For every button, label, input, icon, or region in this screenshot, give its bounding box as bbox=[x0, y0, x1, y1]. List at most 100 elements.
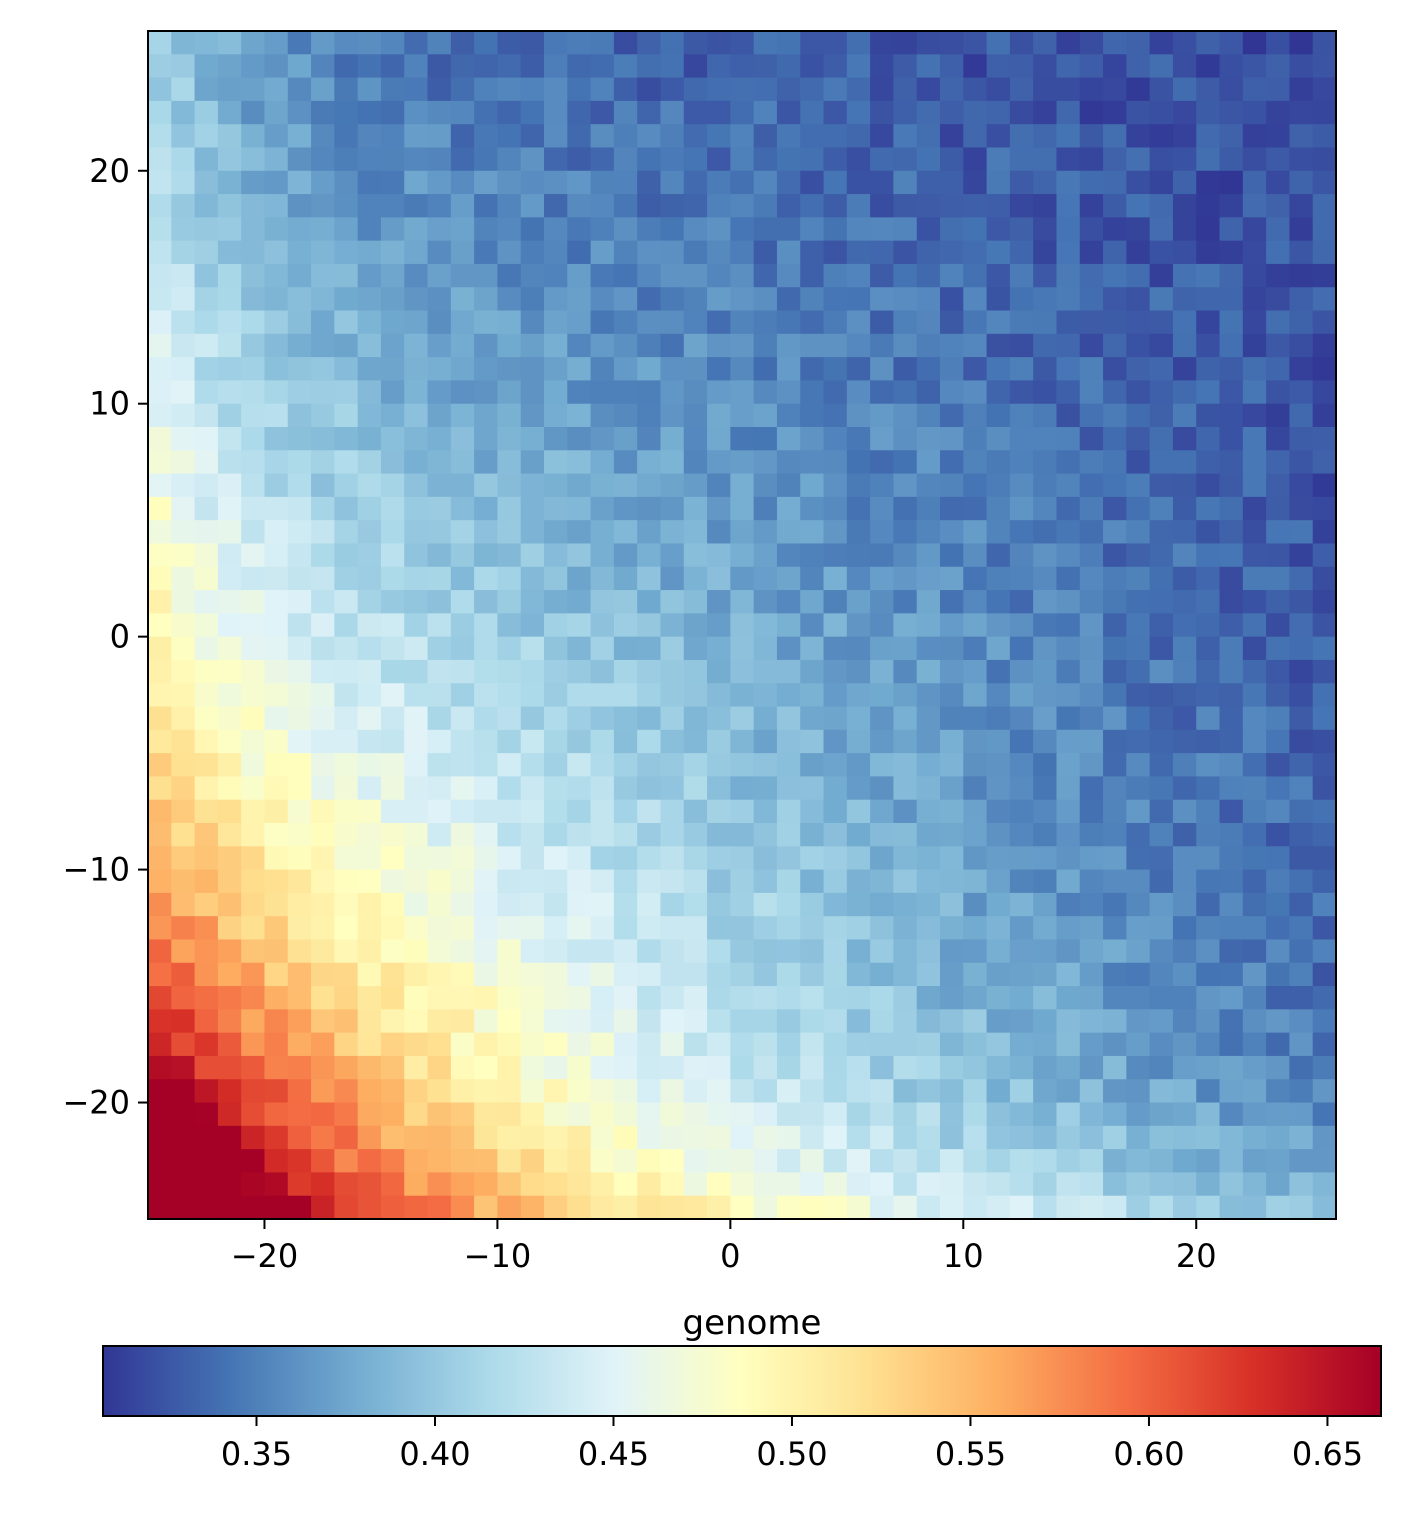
heatmap-cell bbox=[474, 520, 499, 545]
heatmap-cell bbox=[427, 380, 452, 405]
heatmap-cell bbox=[986, 566, 1011, 591]
heatmap-cell bbox=[520, 566, 545, 591]
heatmap-cell bbox=[590, 217, 615, 242]
heatmap-cell bbox=[683, 1009, 708, 1034]
heatmap-cell bbox=[1009, 1009, 1034, 1034]
heatmap-cell bbox=[660, 380, 685, 405]
heatmap-cell bbox=[660, 427, 685, 451]
heatmap-cell bbox=[1266, 1195, 1291, 1220]
heatmap-cell bbox=[357, 427, 382, 451]
heatmap-cell bbox=[264, 333, 289, 358]
heatmap-cell bbox=[334, 962, 359, 987]
heatmap-cell bbox=[1056, 869, 1081, 894]
heatmap-cell bbox=[730, 77, 755, 102]
heatmap-cell bbox=[1033, 776, 1058, 801]
heatmap-cell bbox=[357, 753, 382, 778]
heatmap-cell bbox=[567, 357, 592, 382]
heatmap-cell bbox=[893, 753, 918, 778]
heatmap-cell bbox=[590, 1195, 615, 1220]
heatmap-cell bbox=[171, 799, 196, 824]
heatmap-cell bbox=[217, 240, 242, 265]
heatmap-cell bbox=[217, 986, 242, 1010]
heatmap-cell bbox=[1196, 403, 1221, 428]
heatmap-cell bbox=[148, 520, 172, 545]
heatmap-cell bbox=[1033, 357, 1058, 382]
heatmap-cell bbox=[683, 869, 708, 894]
heatmap-cell bbox=[683, 613, 708, 638]
heatmap-cell bbox=[613, 100, 638, 125]
heatmap-cell bbox=[846, 473, 871, 498]
heatmap-cell bbox=[1312, 263, 1337, 288]
heatmap-cell bbox=[870, 450, 895, 475]
heatmap-cell bbox=[776, 962, 801, 987]
heatmap-cell bbox=[613, 869, 638, 894]
heatmap-cell bbox=[544, 217, 568, 242]
heatmap-cell bbox=[916, 77, 941, 102]
heatmap-cell bbox=[707, 916, 731, 941]
heatmap-cell bbox=[241, 659, 266, 684]
heatmap-cell bbox=[660, 613, 685, 638]
heatmap-cell bbox=[450, 450, 475, 475]
heatmap-cell bbox=[148, 77, 172, 102]
heatmap-cell bbox=[194, 77, 219, 102]
heatmap-cell bbox=[1172, 729, 1197, 754]
heatmap-cell bbox=[590, 77, 615, 102]
heatmap-cell bbox=[450, 1172, 475, 1197]
heatmap-cell bbox=[1033, 986, 1058, 1010]
heatmap-cell bbox=[194, 310, 219, 335]
heatmap-cell bbox=[450, 217, 475, 242]
heatmap-cell bbox=[1009, 170, 1034, 195]
heatmap-cell bbox=[1009, 357, 1034, 382]
heatmap-cell bbox=[916, 263, 941, 288]
heatmap-cell bbox=[427, 496, 452, 521]
heatmap-cell bbox=[963, 986, 988, 1010]
heatmap-cell bbox=[567, 1032, 592, 1057]
heatmap-cell bbox=[590, 240, 615, 265]
heatmap-cell bbox=[683, 939, 708, 964]
heatmap-cell bbox=[241, 1125, 266, 1150]
heatmap-cell bbox=[1126, 263, 1151, 288]
heatmap-cell bbox=[1033, 170, 1058, 195]
x-tick-label: 10 bbox=[943, 1237, 984, 1275]
heatmap-cell bbox=[1103, 263, 1127, 288]
heatmap-cell bbox=[730, 310, 755, 335]
heatmap-cell bbox=[753, 170, 778, 195]
heatmap-cell bbox=[1033, 566, 1058, 591]
heatmap-cell bbox=[334, 170, 359, 195]
heatmap-cell bbox=[450, 683, 475, 708]
heatmap-cell bbox=[1266, 1032, 1291, 1057]
heatmap-cell bbox=[683, 357, 708, 382]
heatmap-cell bbox=[1126, 310, 1151, 335]
heatmap-cell bbox=[776, 776, 801, 801]
heatmap-cell bbox=[1242, 450, 1267, 475]
heatmap-cell bbox=[217, 1172, 242, 1197]
heatmap-cell bbox=[776, 823, 801, 847]
heatmap-cell bbox=[1126, 566, 1151, 591]
heatmap-cell bbox=[287, 753, 312, 778]
heatmap-cell bbox=[707, 613, 731, 638]
heatmap-cell bbox=[846, 1195, 871, 1220]
heatmap-cell bbox=[707, 380, 731, 405]
heatmap-cell bbox=[893, 450, 918, 475]
heatmap-cell bbox=[613, 659, 638, 684]
heatmap-cell bbox=[497, 473, 522, 498]
heatmap-cell bbox=[683, 636, 708, 661]
heatmap-cell bbox=[567, 1125, 592, 1150]
heatmap-cell bbox=[940, 170, 964, 195]
heatmap-cell bbox=[474, 892, 499, 917]
heatmap-cell bbox=[404, 659, 429, 684]
heatmap-cell bbox=[1219, 962, 1244, 987]
heatmap-cell bbox=[334, 403, 359, 428]
heatmap-cell bbox=[497, 170, 522, 195]
heatmap-cell bbox=[171, 636, 196, 661]
heatmap-cell bbox=[730, 403, 755, 428]
heatmap-cell bbox=[357, 892, 382, 917]
heatmap-cell bbox=[1009, 217, 1034, 242]
heatmap-cell bbox=[241, 520, 266, 545]
heatmap-cell bbox=[1009, 683, 1034, 708]
heatmap-cell bbox=[1033, 450, 1058, 475]
heatmap-cell bbox=[311, 543, 335, 568]
heatmap-cell bbox=[986, 823, 1011, 847]
heatmap-cell bbox=[1219, 170, 1244, 195]
heatmap-cell bbox=[450, 729, 475, 754]
